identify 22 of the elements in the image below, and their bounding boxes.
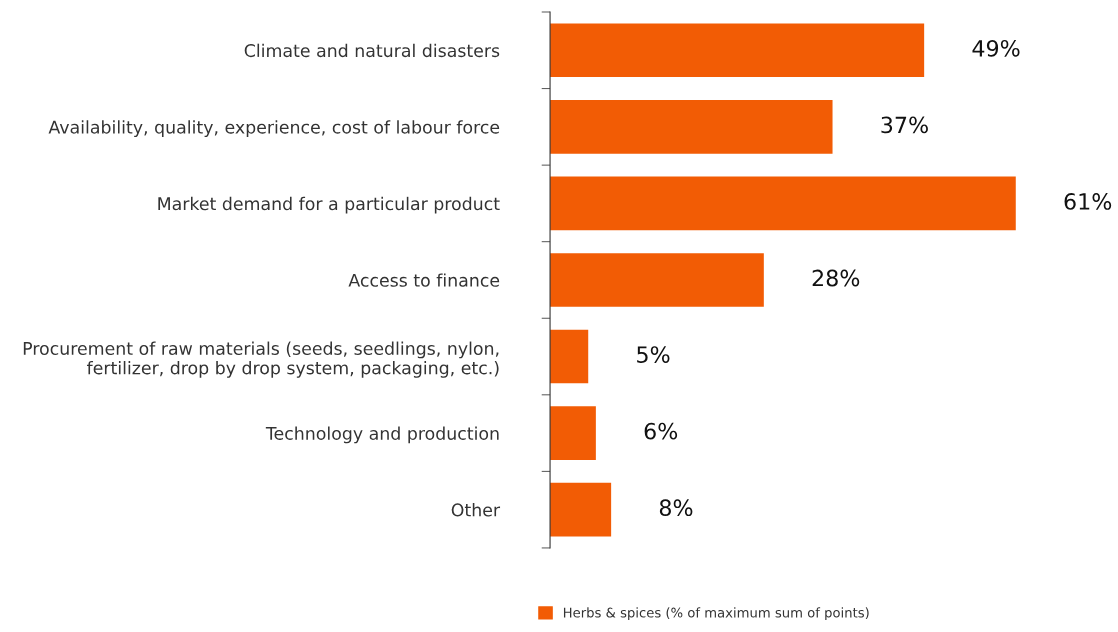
bar (550, 253, 764, 307)
data-label: 6% (644, 422, 678, 440)
data-label: 28% (812, 269, 860, 287)
y-tick-label: Climate and natural disasters (244, 43, 500, 58)
bar (550, 100, 833, 154)
y-tick-label: Procurement of raw materials (seeds, seedlings, nylon, fertilizer, drop by drop system, packaging, etc.) (23, 341, 499, 378)
y-tick-label: Technology and production (265, 426, 499, 444)
data-label: 5% (637, 346, 670, 363)
data-label: 8% (659, 499, 693, 517)
bar (550, 406, 596, 460)
y-tick-label: Access to finance (348, 273, 500, 287)
y-tick-label: Market demand for a particular product (158, 196, 500, 214)
bar (550, 23, 925, 78)
data-label: 61% (1064, 193, 1112, 210)
y-tick-label: Availability, quality, experience, cost of labour force (48, 120, 500, 138)
data-label: 49% (972, 39, 1020, 57)
data-label: 37% (881, 116, 928, 134)
bar (550, 482, 612, 537)
y-tick-label: Other (451, 503, 501, 517)
bar (550, 329, 589, 384)
legend-label: Herbs & spices (% of maximum sum of points) (563, 607, 869, 621)
bar (550, 176, 1016, 231)
